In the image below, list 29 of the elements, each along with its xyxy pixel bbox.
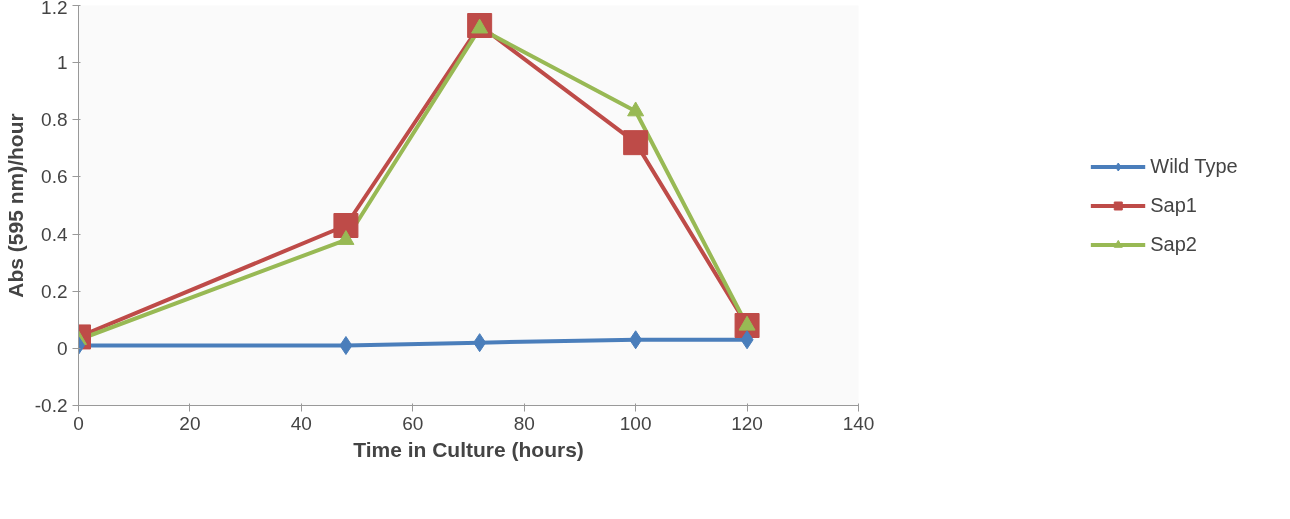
point [629, 330, 643, 350]
y-tick-label: 0.8 [41, 109, 68, 131]
legend-label: Sap1 [1150, 193, 1197, 217]
y-tick-label: 1.2 [41, 0, 68, 18]
x-tick-label: 20 [179, 412, 201, 434]
point [473, 333, 487, 353]
y-axis-title: Abs (595 nm)/hour [3, 113, 27, 298]
x-tick-label: 140 [842, 412, 875, 434]
y-tick-label: -0.2 [34, 395, 68, 416]
y-tick-label: 0.2 [41, 280, 68, 302]
x-tick-label: 120 [731, 412, 763, 434]
x-tick-label: 0 [73, 412, 84, 434]
x-tick-label: 80 [513, 412, 535, 434]
y-tick-label: 0.6 [41, 166, 68, 188]
point [740, 330, 754, 350]
point [623, 130, 649, 156]
y-tick-label: 0 [56, 337, 68, 359]
legend-label: Sap2 [1150, 232, 1197, 256]
legend-label: Wild Type [1150, 154, 1238, 178]
point [339, 336, 353, 355]
x-tick-label: 60 [402, 412, 424, 434]
x-axis-title: Time in Culture (hours) [353, 437, 584, 461]
point [627, 101, 645, 117]
y-tick-label: 1 [56, 52, 68, 74]
point [337, 230, 355, 245]
x-tick-label: 100 [619, 412, 652, 434]
x-tick-label: 40 [290, 412, 312, 434]
point [333, 213, 359, 238]
y-tick-label: 0.4 [41, 223, 68, 245]
